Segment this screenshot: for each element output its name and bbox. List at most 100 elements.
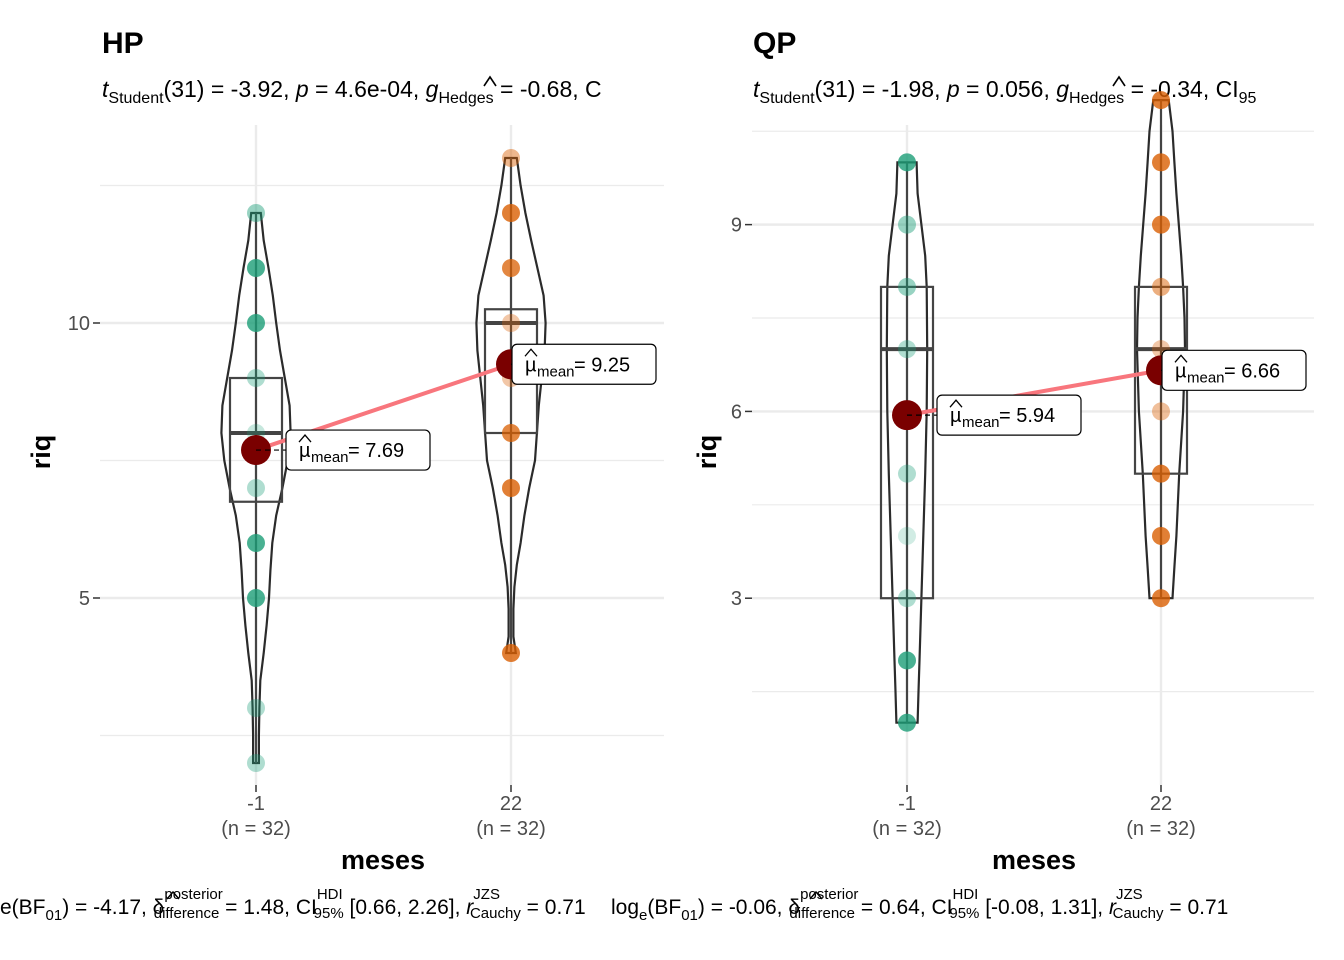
data-point (502, 149, 520, 167)
hat-icon (524, 348, 538, 357)
y-tick-label: 10 (68, 313, 90, 335)
data-point (502, 479, 520, 497)
data-point (1152, 464, 1170, 483)
mean-label-symbol: µ (950, 405, 962, 427)
subtitle-t-stat: (31) = -1.98, (815, 76, 947, 102)
x-tick-label: -1 (247, 793, 265, 815)
mean-label-symbol: µ (299, 440, 311, 462)
data-point (502, 259, 520, 277)
hat-icon (809, 890, 823, 900)
violin-outline (475, 156, 547, 655)
data-point (898, 277, 916, 296)
data-point (247, 369, 265, 387)
panel-title: HP (102, 27, 144, 60)
caption-left: e(BF01) = -4.17, δposterior difference = … (0, 886, 586, 924)
data-point (898, 215, 916, 234)
data-point (898, 526, 916, 545)
subtitle-g-symbol: g (426, 76, 439, 102)
panel-title: QP (753, 27, 796, 60)
data-point (247, 534, 265, 552)
subtitle-t-subscript: Student (759, 90, 815, 107)
data-point (898, 589, 916, 608)
violin-outline (885, 161, 929, 724)
violin-outline (220, 211, 292, 765)
y-axis-title: riq (692, 435, 722, 470)
svg-text:tStudent(31) = -1.98, p = 0.05: tStudent(31) = -1.98, p = 0.056, gHedges… (753, 76, 1257, 107)
panel-hp: HP tStudent(31) = -3.92, p = 4.6e-04, gH… (26, 27, 664, 875)
subtitle-g-subscript: Hedges (1069, 90, 1124, 107)
x-tick-label: 22 (500, 793, 522, 815)
x-tick-n-label: (n = 32) (872, 818, 941, 840)
data-point (502, 644, 520, 662)
x-axis-title: meses (992, 845, 1076, 875)
y-axis-title: riq (26, 435, 56, 470)
panel-qp: QP tStudent(31) = -1.98, p = 0.056, gHed… (692, 27, 1314, 875)
hat-icon (298, 434, 312, 443)
mean-label-box (511, 343, 657, 385)
mean-label-value: = 5.94 (999, 405, 1055, 427)
data-point (1152, 215, 1170, 234)
data-point (247, 479, 265, 497)
mean-label-value: = 9.25 (574, 354, 630, 376)
data-point (1152, 589, 1170, 608)
data-point (502, 424, 520, 442)
hat-icon (1112, 75, 1126, 87)
mean-label-symbol: µ (525, 354, 537, 376)
mean-label-subscript: mean (537, 363, 575, 380)
data-point (502, 314, 520, 332)
data-point (1152, 91, 1170, 110)
hat-icon (949, 399, 963, 408)
x-tick-n-label: (n = 32) (221, 818, 290, 840)
subtitle-t-stat: (31) = -3.92, (164, 76, 296, 102)
x-tick-n-label: (n = 32) (476, 818, 545, 840)
hat-icon (166, 890, 180, 900)
mean-label-subscript: mean (311, 449, 349, 466)
subtitle-g-subscript: Hedges (438, 90, 493, 107)
y-tick-label: 6 (731, 401, 742, 423)
subtitle-g-value: = -0.68, C (494, 76, 602, 102)
mean-label-subscript: mean (1187, 369, 1225, 386)
subtitle-ci-subscript: 95 (1239, 90, 1257, 107)
data-point (1152, 153, 1170, 172)
data-point (1152, 402, 1170, 421)
data-point (1152, 277, 1170, 296)
box (879, 285, 935, 600)
hat-icon (483, 75, 497, 87)
mean-label-box (1161, 349, 1307, 391)
data-point (247, 589, 265, 607)
subtitle-p-value: = 0.056, (960, 76, 1057, 102)
mean-label-symbol: µ (1175, 360, 1187, 382)
x-axis-title: meses (341, 845, 425, 875)
data-point (247, 204, 265, 222)
x-tick-label: 22 (1150, 793, 1172, 815)
data-point (247, 314, 265, 332)
y-tick-label: 3 (731, 588, 742, 610)
y-tick-label: 9 (731, 215, 742, 237)
subtitle-t-subscript: Student (108, 90, 164, 107)
data-point (1152, 526, 1170, 545)
subtitle-p-label: p (946, 76, 960, 102)
subtitle-g-value: = -0.34, CI (1124, 76, 1238, 102)
svg-text:tStudent(31) = -3.92, p = 4.6e: tStudent(31) = -3.92, p = 4.6e-04, gHedg… (102, 76, 602, 107)
x-tick-label: -1 (898, 793, 916, 815)
data-point (247, 754, 265, 772)
data-point (502, 204, 520, 222)
mean-label-subscript: mean (962, 414, 1000, 431)
panel-subtitle: tStudent(31) = -1.98, p = 0.056, gHedges… (753, 76, 1257, 107)
data-point (898, 713, 916, 732)
data-point (247, 699, 265, 717)
subtitle-g-symbol: g (1056, 76, 1069, 102)
mean-label-box (285, 429, 431, 471)
mean-label-value: = 6.66 (1224, 360, 1280, 382)
data-point (898, 153, 916, 172)
subtitle-p-value: = 4.6e-04, (309, 76, 426, 102)
hat-icon (1174, 354, 1188, 363)
y-tick-label: 5 (79, 588, 90, 610)
data-point (898, 464, 916, 483)
data-point (898, 340, 916, 359)
panel-subtitle: tStudent(31) = -3.92, p = 4.6e-04, gHedg… (102, 76, 602, 107)
data-point (898, 651, 916, 670)
